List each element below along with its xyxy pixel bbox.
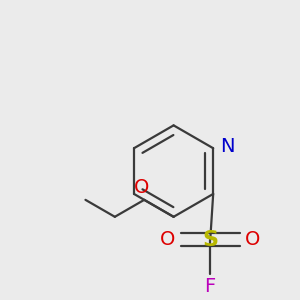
Text: O: O: [160, 230, 176, 249]
Text: N: N: [220, 137, 234, 156]
Text: O: O: [245, 230, 260, 249]
Text: O: O: [134, 178, 149, 197]
Text: F: F: [205, 277, 216, 296]
Text: S: S: [202, 230, 218, 250]
